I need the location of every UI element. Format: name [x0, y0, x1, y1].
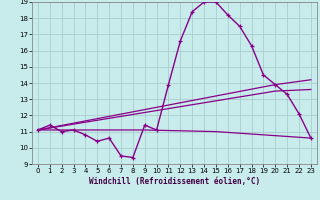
X-axis label: Windchill (Refroidissement éolien,°C): Windchill (Refroidissement éolien,°C) [89, 177, 260, 186]
